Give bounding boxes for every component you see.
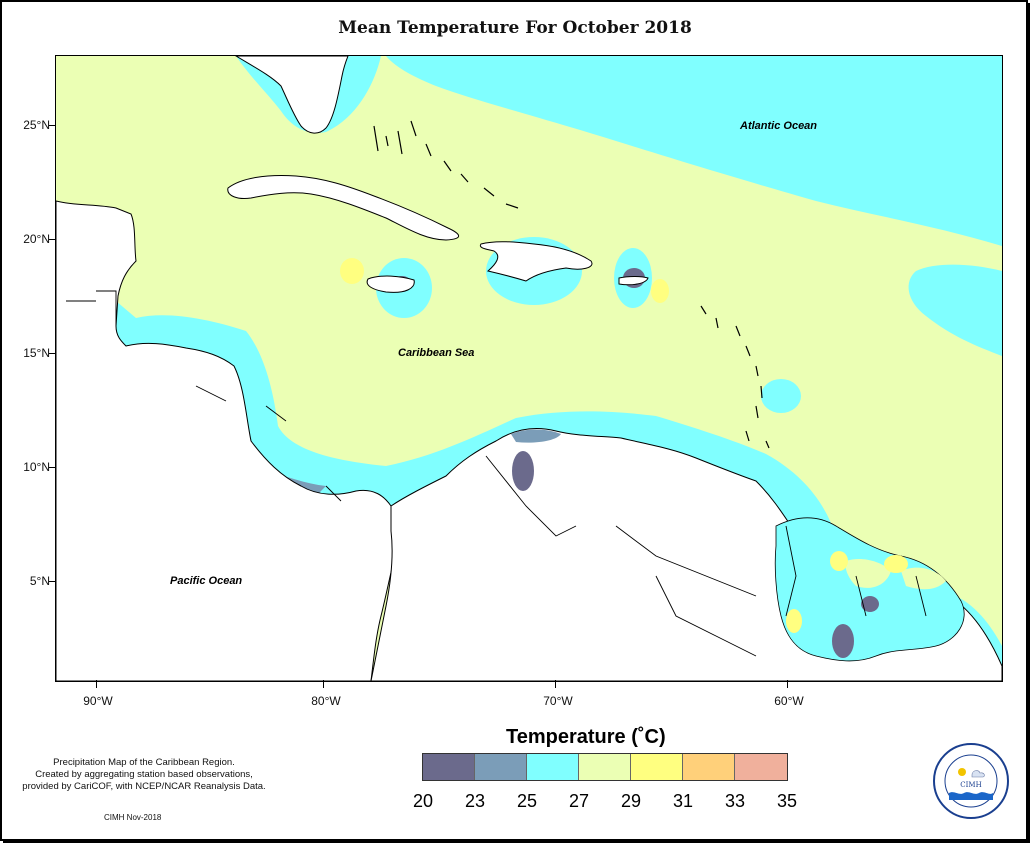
legend-label: 25 bbox=[516, 791, 538, 811]
florida bbox=[235, 56, 349, 134]
hispaniola bbox=[479, 241, 593, 282]
lon-tick bbox=[555, 680, 556, 688]
legend-label: 31 bbox=[672, 791, 694, 811]
map-svg bbox=[56, 56, 1002, 681]
bahamas bbox=[373, 120, 519, 209]
footer-credit: CIMH Nov-2018 bbox=[104, 813, 162, 822]
cimh-logo: CIMH bbox=[933, 743, 1009, 819]
warm-spot bbox=[651, 279, 669, 303]
credits-line-2: Created by aggregating station based obs… bbox=[35, 769, 253, 780]
legend-swatch bbox=[631, 754, 683, 780]
guianas-mild-zone bbox=[901, 567, 946, 590]
borders bbox=[66, 290, 927, 657]
cloud-icon bbox=[971, 770, 985, 778]
lat-label-15n: 15°N bbox=[23, 346, 50, 360]
warm-spot bbox=[884, 555, 908, 573]
legend-title: Temperature (˚C) bbox=[506, 726, 666, 748]
lon-label-80w: 80°W bbox=[311, 694, 341, 708]
waves-icon bbox=[949, 792, 993, 800]
credits-line-1: Precipitation Map of the Caribbean Regio… bbox=[53, 757, 235, 768]
guianas-cool-zone bbox=[774, 517, 965, 662]
legend-label: 23 bbox=[464, 791, 486, 811]
legend-label: 29 bbox=[620, 791, 642, 811]
lat-label-25n: 25°N bbox=[23, 118, 50, 132]
cuba bbox=[227, 175, 460, 241]
warm-spot bbox=[786, 609, 802, 633]
legend-swatch bbox=[579, 754, 631, 780]
lat-label-20n: 20°N bbox=[23, 232, 50, 246]
legend-swatch bbox=[475, 754, 527, 780]
map-title: Mean Temperature For October 2018 bbox=[338, 18, 692, 38]
legend-colorbar bbox=[422, 753, 788, 781]
pacific-ocean-label: Pacific Ocean bbox=[170, 575, 243, 587]
windward-cool-zone bbox=[761, 379, 801, 413]
warm-spot bbox=[830, 551, 848, 571]
lon-tick bbox=[787, 680, 788, 688]
east-atlantic-cool-zone bbox=[908, 264, 1002, 356]
slate-zone bbox=[511, 429, 561, 443]
atlantic-cool-zone bbox=[386, 56, 1002, 246]
legend-swatch bbox=[683, 754, 735, 780]
atlantic-ocean-label: Atlantic Ocean bbox=[740, 120, 818, 132]
credits: Precipitation Map of the Caribbean Regio… bbox=[8, 757, 280, 793]
credits-line-3: provided by CariCOF, with NCEP/NCAR Rean… bbox=[22, 781, 266, 792]
map-panel bbox=[55, 55, 1003, 682]
logo-abbr: CIMH bbox=[960, 781, 981, 789]
warm-spot bbox=[340, 258, 364, 284]
maracaibo-cold-spot bbox=[512, 451, 534, 491]
cold-spot bbox=[861, 596, 879, 612]
lon-tick bbox=[323, 680, 324, 688]
lat-tick bbox=[49, 581, 55, 582]
lat-label-5n: 5°N bbox=[29, 574, 50, 588]
legend-label: 33 bbox=[724, 791, 746, 811]
lesser-antilles bbox=[700, 305, 770, 449]
puerto-rico bbox=[618, 276, 649, 286]
legend-label: 35 bbox=[776, 791, 798, 811]
caribbean-sea-label: Caribbean Sea bbox=[398, 347, 475, 359]
lon-label-90w: 90°W bbox=[83, 694, 113, 708]
legend-label: 27 bbox=[568, 791, 590, 811]
lon-tick bbox=[96, 680, 97, 688]
jamaica bbox=[366, 275, 415, 293]
legend-swatch bbox=[423, 754, 475, 780]
lat-label-10n: 10°N bbox=[23, 460, 50, 474]
lat-tick bbox=[49, 239, 55, 240]
legend-swatch bbox=[735, 754, 787, 780]
sun-icon bbox=[958, 768, 966, 776]
lat-tick bbox=[49, 125, 55, 126]
lat-tick bbox=[49, 353, 55, 354]
legend-swatch bbox=[527, 754, 579, 780]
lon-label-70w: 70°W bbox=[543, 694, 573, 708]
cold-spot bbox=[832, 624, 854, 658]
lat-tick bbox=[49, 467, 55, 468]
legend-label: 20 bbox=[412, 791, 434, 811]
lon-label-60w: 60°W bbox=[774, 694, 804, 708]
